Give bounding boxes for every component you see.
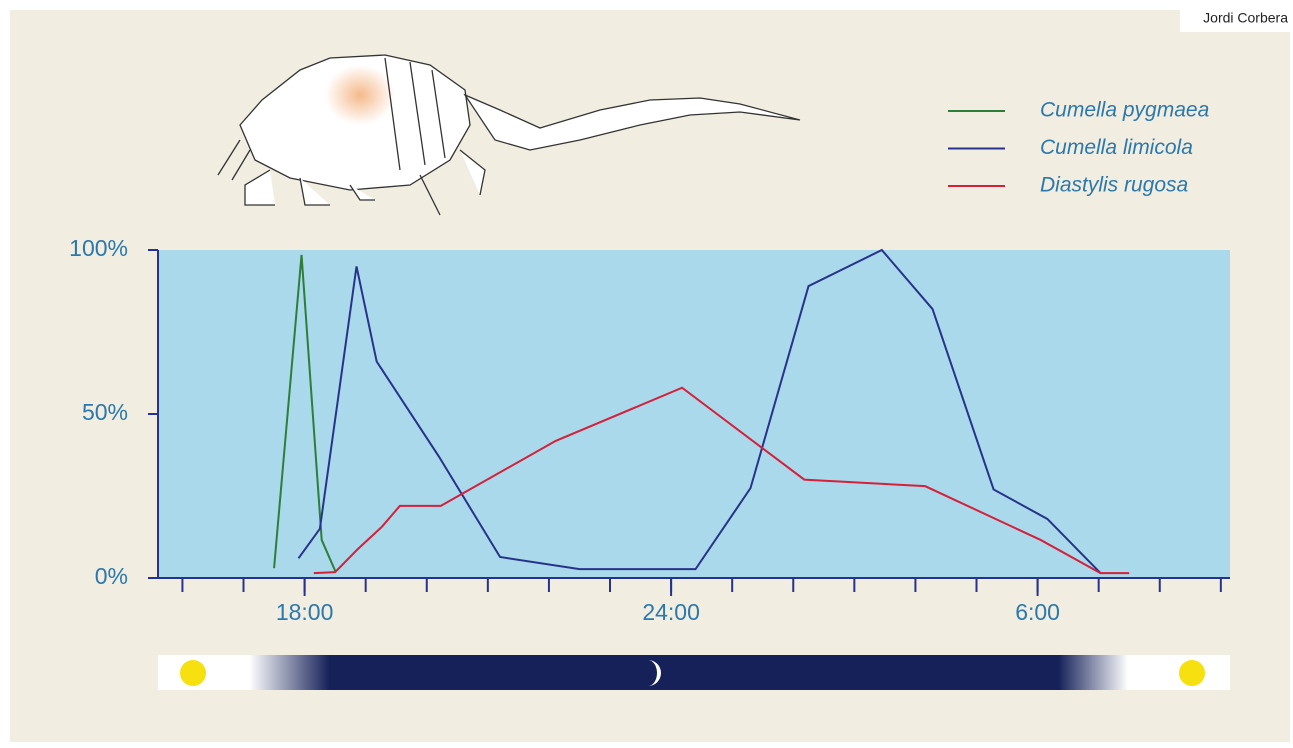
legend-label: Cumella limicola xyxy=(1040,136,1193,159)
x-tick-label: 18:00 xyxy=(276,599,334,625)
y-tick-label: 50% xyxy=(82,399,128,425)
x-tick-label: 24:00 xyxy=(642,599,700,625)
y-tick-label: 100% xyxy=(69,235,128,261)
credit: Jordi Corbera xyxy=(1203,10,1288,26)
x-tick-label: 6:00 xyxy=(1015,599,1060,625)
y-tick-label: 0% xyxy=(95,563,128,589)
legend-label: Diastylis rugosa xyxy=(1040,174,1188,197)
sun xyxy=(1179,660,1205,686)
page: {"chart_data": {"type": "line", "credit"… xyxy=(0,0,1293,743)
chart: Jordi Corbera 0% 50% 100% 18:00 24:00 6:00 Cum… xyxy=(0,0,1293,743)
legend-label: Cumella pygmaea xyxy=(1040,99,1209,122)
day-night-bar xyxy=(158,655,1230,690)
sun xyxy=(180,660,206,686)
